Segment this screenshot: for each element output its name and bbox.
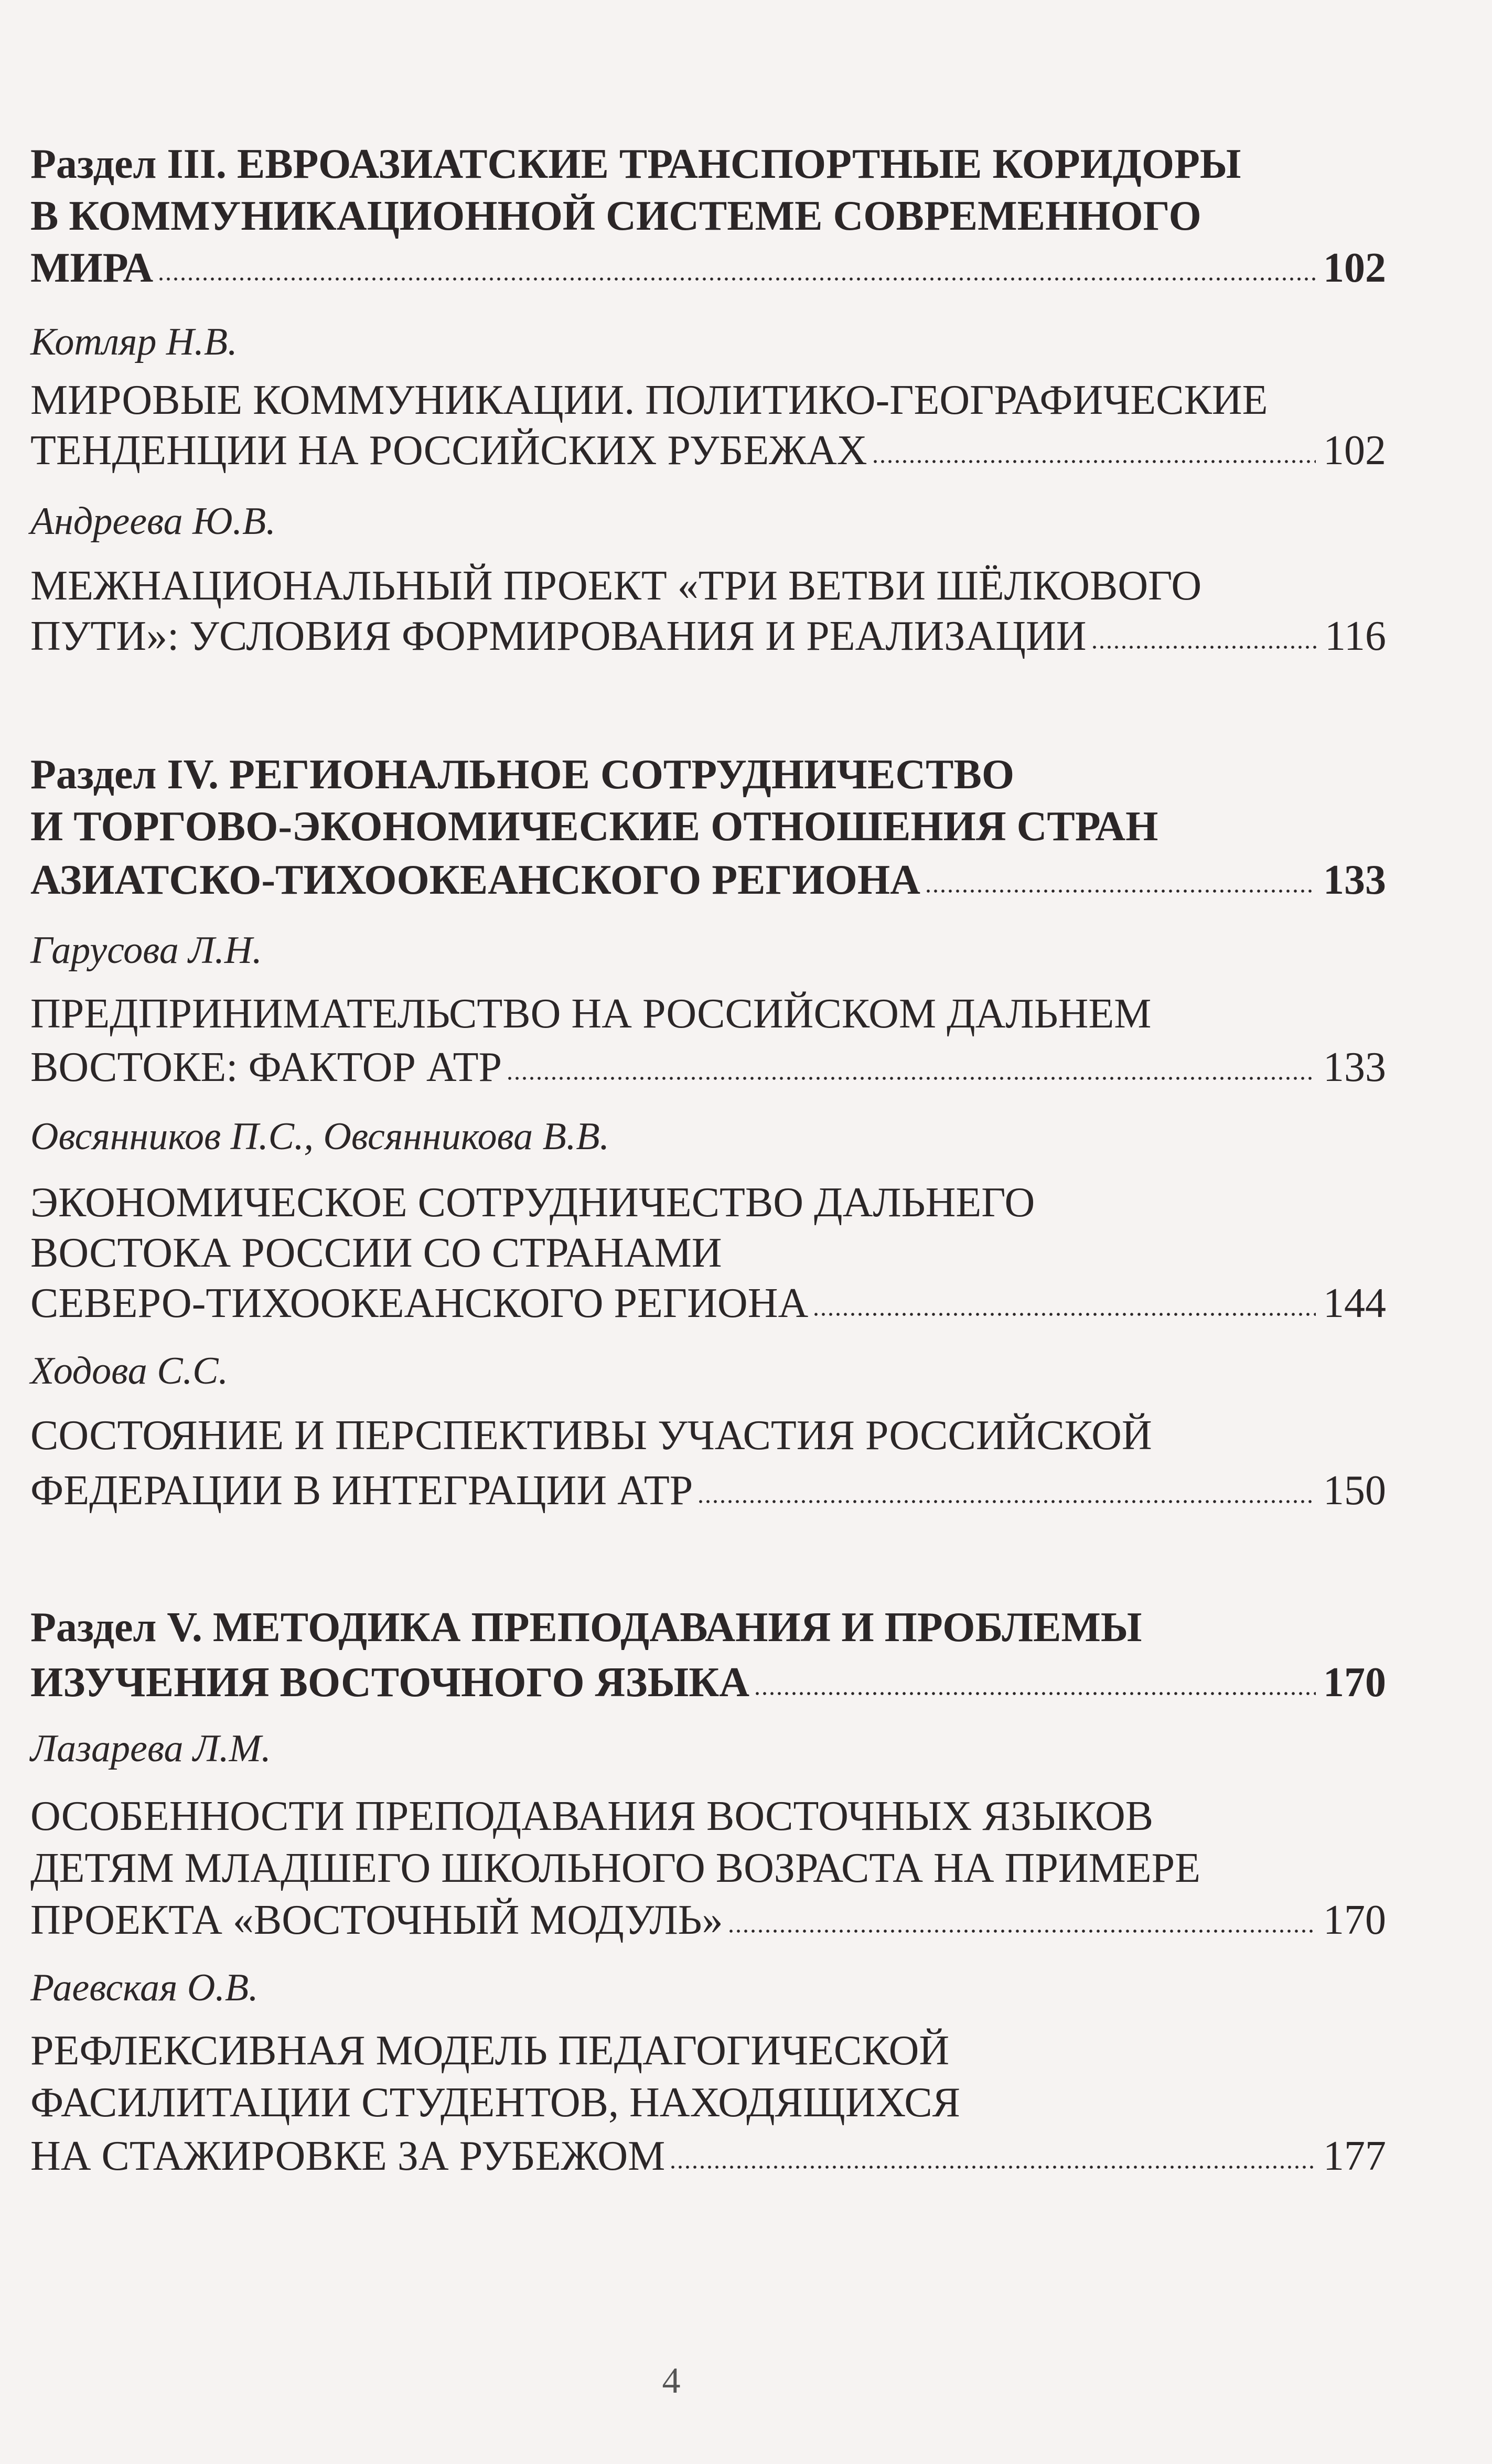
author-name: Ходова С.С.: [30, 1349, 1386, 1399]
line-text: Гарусова Л.Н.: [30, 929, 262, 972]
line-text: ПУТИ»: УСЛОВИЯ ФОРМИРОВАНИЯ И РЕАЛИЗАЦИИ: [30, 613, 1087, 659]
article-title-line: РЕФЛЕКСИВНАЯ МОДЕЛЬ ПЕДАГОГИЧЕСКОЙ: [30, 2027, 1386, 2077]
line-text: ИЗУЧЕНИЯ ВОСТОЧНОГО ЯЗЫКА: [30, 1659, 749, 1706]
dot-leader: [871, 459, 1316, 464]
line-text: Раевская О.В.: [30, 1966, 259, 2009]
dot-leader: [753, 1691, 1316, 1696]
page-reference: 170: [1323, 1659, 1386, 1706]
dot-leader: [1090, 645, 1317, 650]
author-name: Раевская О.В.: [30, 1966, 1386, 2016]
article-title-line: ВОСТОКА РОССИИ СО СТРАНАМИ: [30, 1229, 1386, 1280]
page-reference: 150: [1323, 1467, 1386, 1514]
article-title-line: ПРЕДПРИНИМАТЕЛЬСТВО НА РОССИЙСКОМ ДАЛЬНЕ…: [30, 990, 1386, 1041]
page-number: 4: [662, 2361, 681, 2401]
article-title-line: ВОСТОКЕ: ФАКТОР АТР 133: [30, 1044, 1386, 1094]
line-text: И ТОРГОВО-ЭКОНОМИЧЕСКИЕ ОТНОШЕНИЯ СТРАН: [30, 804, 1158, 850]
line-text: МИРА: [30, 245, 154, 291]
line-text: Котляр Н.В.: [30, 320, 238, 363]
line-text: Ходова С.С.: [30, 1349, 229, 1392]
page-reference: 133: [1323, 857, 1386, 903]
section-heading-line: АЗИАТСКО-ТИХООКЕАНСКОГО РЕГИОНА 133: [30, 856, 1386, 907]
line-text: Лазарева Л.М.: [30, 1727, 271, 1770]
article-title-line: НА СТАЖИРОВКЕ ЗА РУБЕЖОМ 177: [30, 2133, 1386, 2183]
line-text: Раздел V. МЕТОДИКА ПРЕПОДАВАНИЯ И ПРОБЛЕ…: [30, 1604, 1142, 1651]
line-text: ФАСИЛИТАЦИИ СТУДЕНТОВ, НАХОДЯЩИХСЯ: [30, 2080, 960, 2126]
author-name: Андреева Ю.В.: [30, 499, 1386, 550]
line-text: ДЕТЯМ МЛАДШЕГО ШКОЛЬНОГО ВОЗРАСТА НА ПРИ…: [30, 1845, 1200, 1891]
article-title-line: ДЕТЯМ МЛАДШЕГО ШКОЛЬНОГО ВОЗРАСТА НА ПРИ…: [30, 1845, 1386, 1895]
section-heading-line: МИРА 102: [30, 244, 1386, 295]
line-text: Андреева Ю.В.: [30, 500, 276, 543]
line-text: ФЕДЕРАЦИИ В ИНТЕГРАЦИИ АТР: [30, 1467, 693, 1514]
page-reference: 102: [1323, 427, 1386, 474]
page-reference: 144: [1323, 1280, 1386, 1326]
article-title-line: СОСТОЯНИЕ И ПЕРСПЕКТИВЫ УЧАСТИЯ РОССИЙСК…: [30, 1412, 1386, 1462]
dot-leader: [506, 1076, 1316, 1081]
author-name: Котляр Н.В.: [30, 320, 1386, 370]
line-text: Раздел III. ЕВРОАЗИАТСКИЕ ТРАНСПОРТНЫЕ К…: [30, 141, 1241, 187]
line-text: РЕФЛЕКСИВНАЯ МОДЕЛЬ ПЕДАГОГИЧЕСКОЙ: [30, 2028, 950, 2074]
article-title-line: ПРОЕКТА «ВОСТОЧНЫЙ МОДУЛЬ» 170: [30, 1897, 1386, 1947]
section-heading-line: Раздел III. ЕВРОАЗИАТСКИЕ ТРАНСПОРТНЫЕ К…: [30, 141, 1386, 191]
dot-leader: [812, 1312, 1316, 1317]
article-title-line: МИРОВЫЕ КОММУНИКАЦИИ. ПОЛИТИКО-ГЕОГРАФИЧ…: [30, 377, 1386, 427]
page-reference: 102: [1323, 245, 1386, 291]
line-text: МЕЖНАЦИОНАЛЬНЫЙ ПРОЕКТ «ТРИ ВЕТВИ ШЁЛКОВ…: [30, 563, 1202, 609]
section-heading-line: Раздел IV. РЕГИОНАЛЬНОЕ СОТРУДНИЧЕСТВО: [30, 751, 1386, 801]
line-text: Овсянников П.С., Овсянникова В.В.: [30, 1115, 610, 1158]
page-reference: 170: [1323, 1897, 1386, 1943]
line-text: НА СТАЖИРОВКЕ ЗА РУБЕЖОМ: [30, 2133, 666, 2179]
section-heading-line: ИЗУЧЕНИЯ ВОСТОЧНОГО ЯЗЫКА 170: [30, 1659, 1386, 1709]
dot-leader: [727, 1929, 1316, 1934]
article-title-line: ОСОБЕННОСТИ ПРЕПОДАВАНИЯ ВОСТОЧНЫХ ЯЗЫКО…: [30, 1793, 1386, 1843]
article-title-line: МЕЖНАЦИОНАЛЬНЫЙ ПРОЕКТ «ТРИ ВЕТВИ ШЁЛКОВ…: [30, 562, 1386, 613]
author-name: Гарусова Л.Н.: [30, 928, 1386, 979]
page-reference: 133: [1323, 1044, 1386, 1090]
section-heading-line: Раздел V. МЕТОДИКА ПРЕПОДАВАНИЯ И ПРОБЛЕ…: [30, 1604, 1386, 1654]
dot-leader: [157, 276, 1316, 282]
section-heading-line: И ТОРГОВО-ЭКОНОМИЧЕСКИЕ ОТНОШЕНИЯ СТРАН: [30, 803, 1386, 853]
article-title-line: ТЕНДЕНЦИИ НА РОССИЙСКИХ РУБЕЖАХ 102: [30, 427, 1386, 477]
author-name: Овсянников П.С., Овсянникова В.В.: [30, 1115, 1386, 1165]
line-text: МИРОВЫЕ КОММУНИКАЦИИ. ПОЛИТИКО-ГЕОГРАФИЧ…: [30, 377, 1268, 423]
page-reference: 177: [1323, 2133, 1386, 2179]
line-text: СЕВЕРО-ТИХООКЕАНСКОГО РЕГИОНА: [30, 1280, 809, 1326]
line-text: ПРОЕКТА «ВОСТОЧНЫЙ МОДУЛЬ»: [30, 1897, 723, 1943]
line-text: Раздел IV. РЕГИОНАЛЬНОЕ СОТРУДНИЧЕСТВО: [30, 752, 1015, 798]
line-text: ТЕНДЕНЦИИ НА РОССИЙСКИХ РУБЕЖАХ: [30, 427, 867, 474]
dot-leader: [924, 888, 1316, 894]
article-title-line: СЕВЕРО-ТИХООКЕАНСКОГО РЕГИОНА 144: [30, 1280, 1386, 1330]
line-text: ВОСТОКЕ: ФАКТОР АТР: [30, 1044, 502, 1090]
dot-leader: [697, 1499, 1316, 1504]
line-text: ОСОБЕННОСТИ ПРЕПОДАВАНИЯ ВОСТОЧНЫХ ЯЗЫКО…: [30, 1793, 1154, 1839]
dot-leader: [669, 2165, 1316, 2170]
page-reference: 116: [1324, 613, 1386, 659]
line-text: В КОММУНИКАЦИОННОЙ СИСТЕМЕ СОВРЕМЕННОГО: [30, 193, 1201, 239]
line-text: АЗИАТСКО-ТИХООКЕАНСКОГО РЕГИОНА: [30, 857, 920, 903]
line-text: ВОСТОКА РОССИИ СО СТРАНАМИ: [30, 1230, 722, 1276]
section-heading-line: В КОММУНИКАЦИОННОЙ СИСТЕМЕ СОВРЕМЕННОГО: [30, 192, 1386, 243]
article-title-line: ФЕДЕРАЦИИ В ИНТЕГРАЦИИ АТР 150: [30, 1467, 1386, 1517]
article-title-line: ЭКОНОМИЧЕСКОЕ СОТРУДНИЧЕСТВО ДАЛЬНЕГО: [30, 1179, 1386, 1229]
author-name: Лазарева Л.М.: [30, 1727, 1386, 1777]
line-text: СОСТОЯНИЕ И ПЕРСПЕКТИВЫ УЧАСТИЯ РОССИЙСК…: [30, 1412, 1152, 1459]
article-title-line: ПУТИ»: УСЛОВИЯ ФОРМИРОВАНИЯ И РЕАЛИЗАЦИИ…: [30, 613, 1386, 663]
article-title-line: ФАСИЛИТАЦИИ СТУДЕНТОВ, НАХОДЯЩИХСЯ: [30, 2079, 1386, 2129]
line-text: ПРЕДПРИНИМАТЕЛЬСТВО НА РОССИЙСКОМ ДАЛЬНЕ…: [30, 991, 1152, 1037]
line-text: ЭКОНОМИЧЕСКОЕ СОТРУДНИЧЕСТВО ДАЛЬНЕГО: [30, 1180, 1035, 1226]
